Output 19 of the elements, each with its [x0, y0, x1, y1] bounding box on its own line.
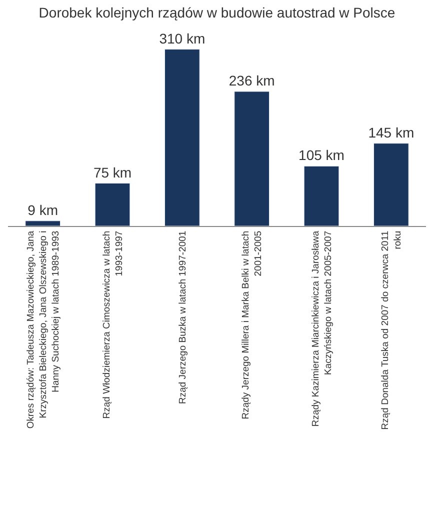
x-tick-label: Okres rządów: Tadeusza Mazowieckiego, Jana Krzysztofa Bieleckiego, Jana Olszewskiego i Hanny Suchockiej w latach 1989-1993: [26, 230, 62, 429]
x-tick-label: Rząd Donalda Tuska od 2007 do czerwca 2011 roku: [380, 230, 404, 430]
x-tick-label: Rządy Kazimierza Miarcinkiewicza i Jarosława Kaczyńskiego w latach 2005-2007: [310, 230, 334, 427]
bar: [94, 183, 130, 226]
x-tick-label: Rząd Jerzego Buzka w latach 1997-2001: [177, 230, 188, 404]
x-tick-label: Rządy Jerzego Millera i Marka Belki w latach 2001-2005: [240, 230, 264, 420]
data-label: 75 km: [93, 164, 132, 180]
data-label: 145 km: [368, 124, 414, 140]
bar: [374, 143, 409, 226]
data-label: 310 km: [159, 30, 206, 46]
x-tick-label: Rząd Włodziemierza Cimoszewicza w latach 1993-1997: [101, 230, 125, 419]
bar: [164, 49, 200, 226]
data-label: 236 km: [228, 72, 275, 88]
data-label: 105 km: [298, 147, 344, 164]
bar: [234, 91, 270, 226]
bar: [304, 166, 340, 226]
chart-title: Dorobek kolejnych rządów w budowie autostrad w Polsce: [38, 4, 396, 21]
bar: [25, 220, 60, 226]
data-label: 9 km: [28, 202, 58, 218]
